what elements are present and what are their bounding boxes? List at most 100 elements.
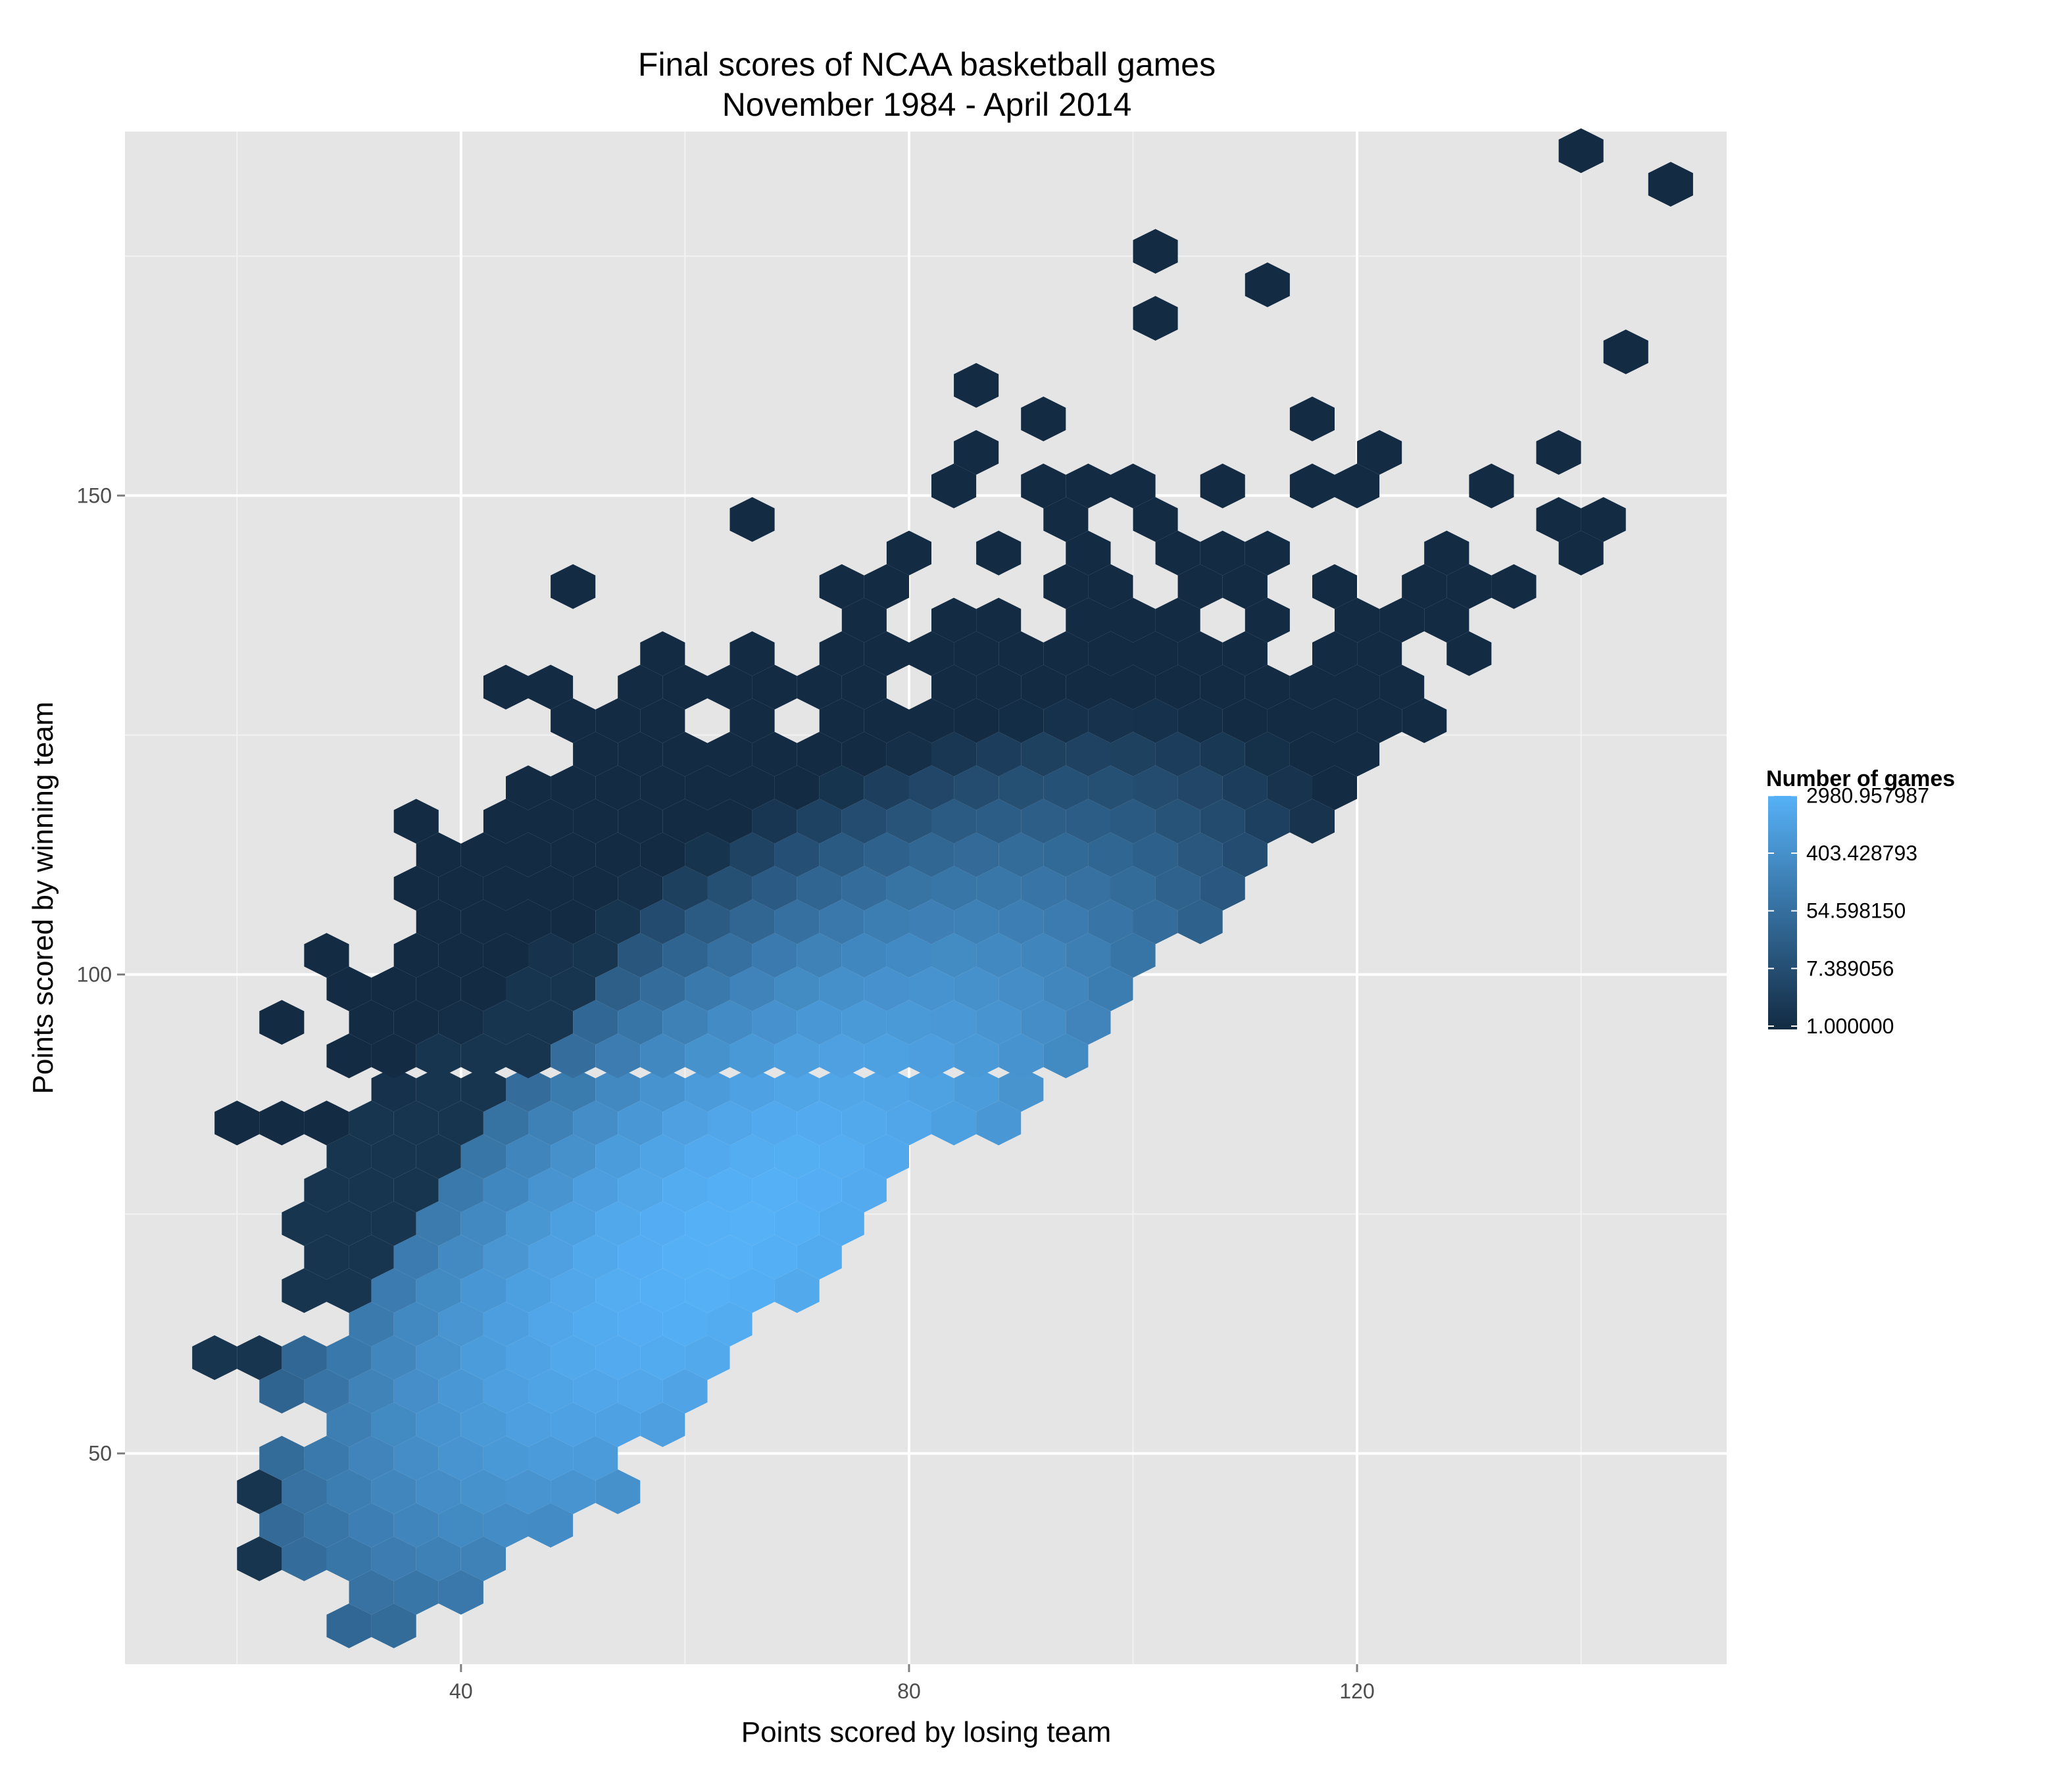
hex-bin — [662, 1000, 708, 1045]
hex-bin — [595, 1469, 641, 1514]
hex-bin — [438, 866, 483, 911]
hex-bin — [729, 832, 775, 877]
hex-bin — [1133, 631, 1178, 676]
hex-bin — [1088, 966, 1133, 1012]
hex-bin — [483, 866, 528, 911]
hex-bin — [416, 832, 461, 877]
hex-bin — [886, 933, 931, 978]
hex-bin — [282, 1536, 327, 1581]
hex-bin — [282, 1335, 327, 1380]
hex-bin — [774, 1201, 820, 1246]
hex-bin — [931, 933, 977, 978]
hex-bin — [954, 698, 999, 743]
hex-bin — [1133, 765, 1178, 810]
hex-bin — [573, 1000, 618, 1045]
hex-bin — [483, 1435, 528, 1481]
hex-bin — [931, 866, 977, 911]
hex-bin — [1177, 899, 1223, 945]
hex-bin — [416, 1201, 461, 1246]
hex-bin — [819, 1134, 864, 1179]
hex-bin — [618, 664, 663, 710]
hex-bin — [685, 1067, 730, 1112]
hex-bin — [886, 530, 931, 576]
hex-bin — [573, 1302, 618, 1346]
hex-bin — [528, 1000, 574, 1045]
hex-bin — [1357, 631, 1402, 676]
hex-bin — [1245, 664, 1290, 710]
x-tick-label: 40 — [449, 1679, 473, 1703]
hex-bin — [1021, 866, 1066, 911]
hex-bin — [819, 564, 864, 609]
hex-bin — [326, 1134, 372, 1179]
hex-bin — [640, 899, 685, 945]
hex-bin — [460, 1536, 506, 1581]
hex-bin — [595, 1033, 641, 1079]
hex-bin — [685, 1033, 730, 1079]
hex-bin — [573, 799, 618, 844]
legend-ticks: 2980.957987 403.428793 54.598150 7.389056 1.… — [1768, 783, 1929, 1038]
hex-bin — [1066, 933, 1111, 978]
hex-bin — [662, 1168, 708, 1213]
legend-tick-label: 2980.957987 — [1806, 783, 1929, 807]
hex-bin — [551, 1335, 596, 1380]
hex-bin — [1066, 463, 1111, 508]
hex-bin — [259, 1502, 305, 1548]
hex-bin — [685, 1201, 730, 1246]
hex-bin — [349, 1569, 394, 1615]
hex-bin — [551, 1134, 596, 1179]
hex-bin — [326, 966, 372, 1012]
hex-bin — [506, 1201, 551, 1246]
hex-bin — [976, 731, 1022, 777]
hex-bin — [371, 1201, 416, 1246]
hex-bin — [1110, 731, 1156, 777]
hex-bin — [1133, 832, 1178, 877]
hex-bin — [506, 1067, 551, 1112]
hex-bin — [1110, 866, 1156, 911]
hex-bin — [886, 1100, 931, 1146]
hex-bin — [416, 1134, 461, 1179]
hex-bin — [976, 1000, 1022, 1045]
hex-bin — [976, 597, 1022, 643]
hex-bin — [1402, 564, 1447, 609]
hex-bin — [1558, 530, 1604, 576]
hex-bin — [797, 1100, 842, 1146]
hex-bin — [551, 564, 596, 609]
hex-bin — [551, 1469, 596, 1514]
hex-bin — [1200, 866, 1245, 911]
hex-bin — [931, 799, 977, 844]
hex-bin — [999, 698, 1044, 743]
hex-bin — [954, 765, 999, 810]
hex-bin — [1357, 430, 1402, 475]
hex-bin — [976, 933, 1022, 978]
hex-bin — [618, 866, 663, 911]
hex-bin — [1177, 564, 1223, 609]
hex-bin — [349, 1235, 394, 1280]
hex-bin — [931, 731, 977, 777]
hex-bin — [976, 866, 1022, 911]
hex-bin — [954, 899, 999, 945]
hex-bin — [483, 933, 528, 978]
hex-bin — [595, 1402, 641, 1447]
hex-bin — [1491, 564, 1537, 609]
hex-bin — [707, 1235, 752, 1280]
hex-bin — [371, 1469, 416, 1514]
hex-bin — [1222, 832, 1268, 877]
hex-bin — [192, 1335, 237, 1380]
hex-bin — [1066, 530, 1111, 576]
hex-bin — [797, 933, 842, 978]
hex-bin — [707, 799, 752, 844]
hex-bin — [528, 799, 574, 844]
hex-bin — [1133, 899, 1178, 945]
hex-bin — [595, 698, 641, 743]
hex-bin — [349, 1100, 394, 1146]
hex-bin — [393, 1569, 439, 1615]
hex-bin — [1312, 631, 1358, 676]
hex-bin — [1066, 731, 1111, 777]
hex-bin — [483, 1302, 528, 1346]
hex-bin — [1267, 765, 1312, 810]
hex-bin — [259, 1000, 305, 1045]
hex-bin — [282, 1469, 327, 1514]
hex-bin — [976, 530, 1022, 576]
hex-bin — [864, 1033, 909, 1079]
hex-bin — [618, 731, 663, 777]
